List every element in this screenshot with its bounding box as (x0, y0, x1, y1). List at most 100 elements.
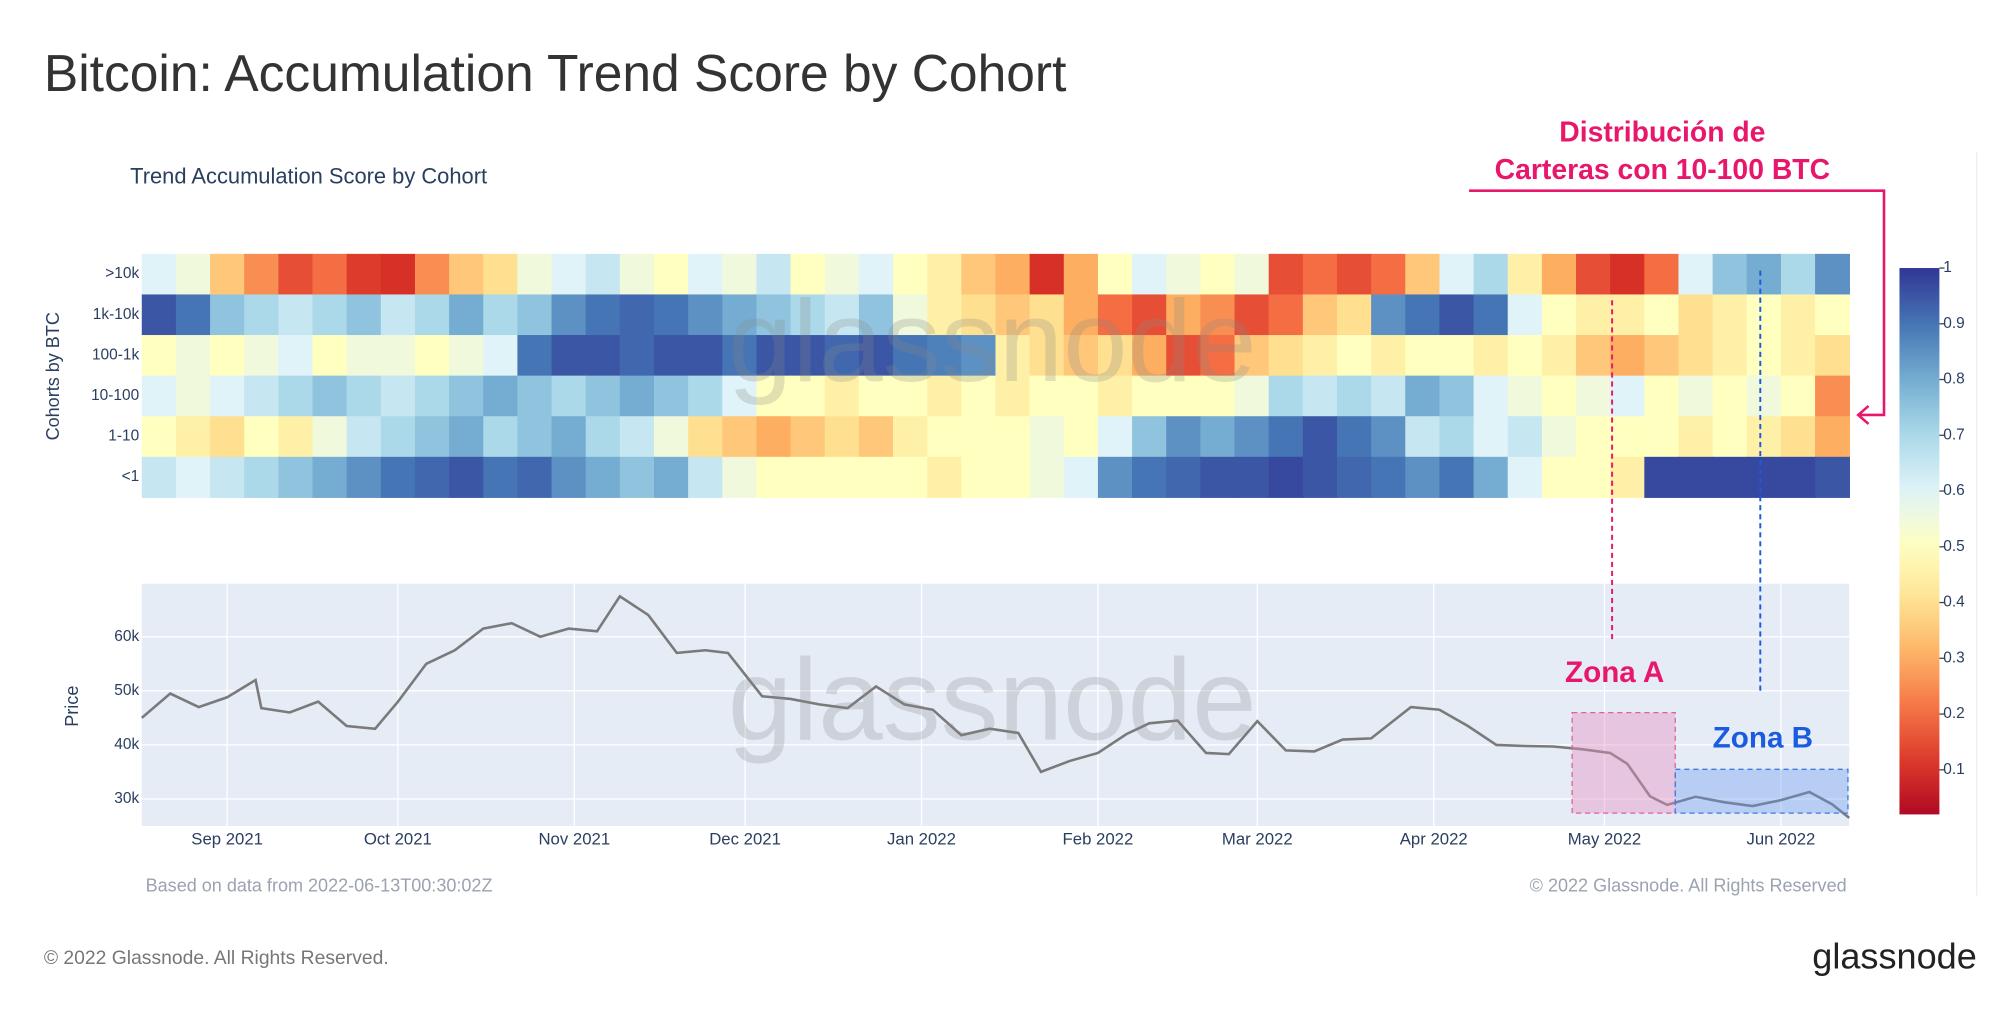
heat-cell (1268, 294, 1304, 336)
colorbar-tick-label: 0.1 (1943, 761, 1964, 778)
heat-cell (893, 416, 928, 458)
heat-cell (1780, 294, 1816, 336)
heat-cell (1405, 335, 1441, 377)
heat-cell (414, 294, 450, 336)
heat-cell (244, 253, 280, 295)
heat-cell (175, 375, 211, 417)
heat-cell (1200, 375, 1236, 417)
heat-cell (517, 294, 553, 336)
colorbar-tick-label: 0.8 (1943, 371, 1964, 388)
heat-cell (619, 294, 655, 336)
x-tick-label: Apr 2022 (1400, 830, 1468, 849)
heat-cell (1063, 416, 1099, 458)
footer-note: © 2022 Glassnode. All Rights Reserved (1530, 875, 1847, 895)
heat-cell (483, 294, 519, 336)
heat-cell (824, 294, 860, 336)
heat-cell (1029, 375, 1065, 417)
heat-cell (1541, 253, 1577, 295)
heat-cell (585, 375, 621, 417)
heat-cell (483, 375, 519, 417)
heat-cell (278, 253, 314, 295)
heat-cell (483, 456, 519, 498)
heat-cell (1097, 375, 1133, 417)
heat-cell (722, 456, 758, 498)
heat-cell (1576, 294, 1611, 336)
y-tick-label: 30k (114, 790, 139, 807)
heat-cell (1302, 294, 1338, 336)
y-tick-label: >10k (105, 265, 139, 282)
heat-cell (858, 375, 894, 417)
heat-cell (1268, 335, 1304, 377)
heat-cell (893, 294, 928, 336)
heat-cell (1029, 456, 1065, 498)
heat-cell (1644, 375, 1680, 417)
heat-cell (1268, 375, 1304, 417)
heat-cell (141, 294, 177, 336)
heat-cell (1815, 253, 1850, 295)
zone-b-box (1674, 768, 1849, 814)
heat-cell (210, 416, 245, 458)
heat-cell (141, 375, 177, 417)
heat-cell (1063, 456, 1099, 498)
heat-cell (654, 416, 689, 458)
heat-cell (346, 416, 382, 458)
annotation: Carteras con 10-100 BTC (1495, 154, 1830, 186)
heat-cell (244, 335, 280, 377)
heat-cell (1746, 294, 1782, 336)
watermark: glassnode (728, 276, 1257, 406)
heat-cell (893, 253, 928, 295)
heat-cell (1678, 375, 1714, 417)
heat-cell (1678, 335, 1714, 377)
heat-cell (688, 456, 724, 498)
heat-cell (1166, 335, 1202, 377)
heat-cell (1541, 416, 1577, 458)
heat-cell (175, 416, 211, 458)
heat-cell (722, 253, 758, 295)
heat-cell (380, 456, 416, 498)
heat-cell (244, 416, 280, 458)
heat-cell (585, 456, 621, 498)
heat-cell (414, 375, 450, 417)
heat-cell (1507, 456, 1543, 498)
heat-cell (278, 456, 314, 498)
heat-cell (517, 456, 553, 498)
heat-cell (312, 335, 348, 377)
heat-cell (175, 456, 211, 498)
heat-cell (278, 375, 314, 417)
heat-cell (175, 335, 211, 377)
colorbar-tick-label: 0.4 (1943, 594, 1965, 611)
zone-a-box (1571, 711, 1676, 814)
heat-cell (1746, 253, 1782, 295)
heat-cell (585, 253, 621, 295)
heat-cell (961, 456, 997, 498)
heat-cell (551, 335, 587, 377)
heat-cell (688, 335, 724, 377)
colorbar-tick-label: 0.3 (1943, 649, 1964, 666)
heat-cell (551, 294, 587, 336)
heat-cell (1132, 253, 1168, 295)
heat-cell (414, 253, 450, 295)
heat-cell (927, 456, 963, 498)
heat-cell (619, 375, 655, 417)
heat-cell (175, 253, 211, 295)
heat-cell (1029, 253, 1065, 295)
heat-cell (1507, 335, 1543, 377)
page-title: Bitcoin: Accumulation Trend Score by Coh… (44, 44, 1067, 102)
heat-cell (1371, 416, 1407, 458)
heat-cell (688, 294, 724, 336)
heat-cell (1405, 416, 1441, 458)
heat-cell (483, 335, 519, 377)
heat-cell (278, 294, 314, 336)
heat-cell (1268, 456, 1304, 498)
heat-cell (1371, 335, 1407, 377)
heat-cell (1780, 416, 1816, 458)
heat-cell (346, 294, 382, 336)
price-chart: Sep 2021 Oct 2021 Nov 2021 Dec 2021 Jan 2022… (114, 583, 1851, 849)
heat-cell (1336, 416, 1372, 458)
heat-cell (414, 335, 450, 377)
heat-cell (893, 375, 928, 417)
heat-cell (1780, 335, 1816, 377)
heat-cell (1439, 456, 1475, 498)
x-tick-label: Nov 2021 (538, 830, 610, 849)
